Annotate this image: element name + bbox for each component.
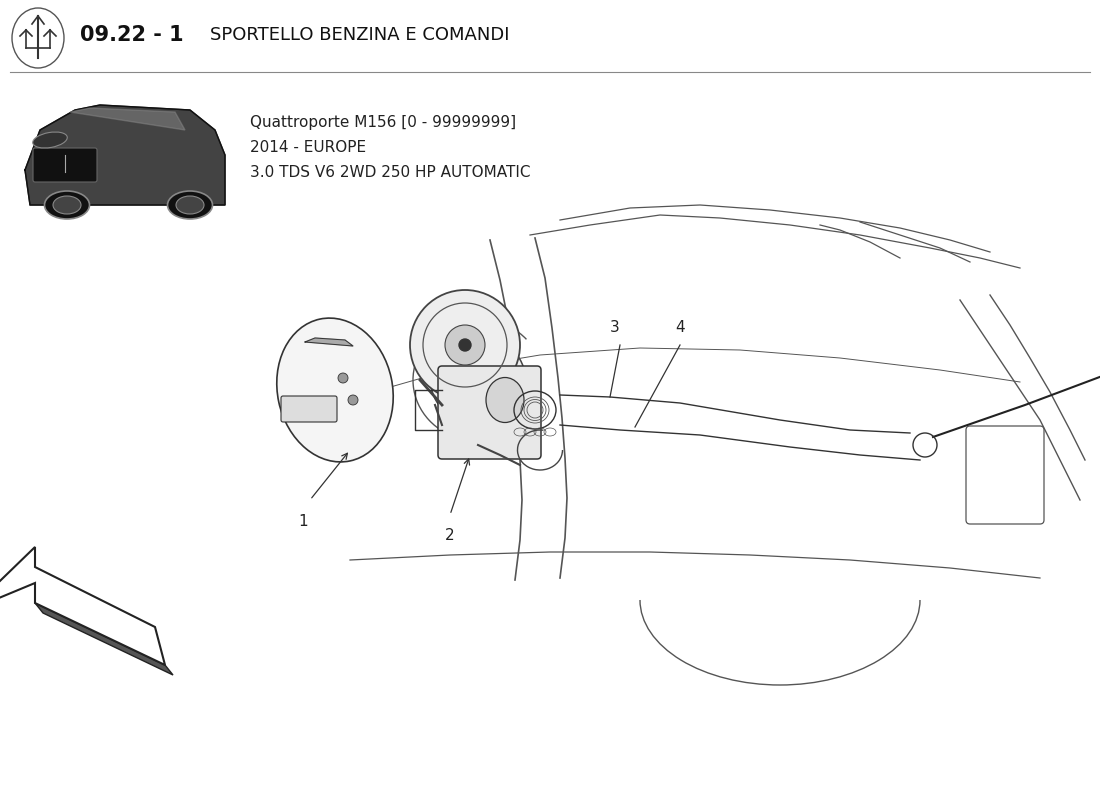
FancyBboxPatch shape — [280, 396, 337, 422]
Ellipse shape — [486, 378, 524, 422]
Text: 3: 3 — [610, 320, 620, 335]
Text: SPORTELLO BENZINA E COMANDI: SPORTELLO BENZINA E COMANDI — [210, 26, 509, 44]
Ellipse shape — [277, 318, 393, 462]
Polygon shape — [0, 547, 165, 665]
Ellipse shape — [12, 8, 64, 68]
Ellipse shape — [33, 132, 67, 148]
Text: 2: 2 — [446, 528, 454, 543]
Circle shape — [410, 290, 520, 400]
Circle shape — [459, 339, 471, 351]
FancyBboxPatch shape — [438, 366, 541, 459]
FancyBboxPatch shape — [33, 148, 97, 182]
Polygon shape — [25, 105, 226, 205]
Polygon shape — [35, 603, 173, 675]
Text: 3.0 TDS V6 2WD 250 HP AUTOMATIC: 3.0 TDS V6 2WD 250 HP AUTOMATIC — [250, 165, 530, 180]
Circle shape — [348, 395, 358, 405]
Ellipse shape — [53, 196, 81, 214]
Text: 1: 1 — [298, 514, 308, 529]
Text: 4: 4 — [675, 320, 685, 335]
Ellipse shape — [430, 336, 526, 424]
Circle shape — [338, 373, 348, 383]
Text: Quattroporte M156 [0 - 99999999]: Quattroporte M156 [0 - 99999999] — [250, 115, 516, 130]
Ellipse shape — [167, 191, 212, 219]
Text: 2014 - EUROPE: 2014 - EUROPE — [250, 140, 366, 155]
Ellipse shape — [44, 191, 89, 219]
Text: 09.22 - 1: 09.22 - 1 — [80, 25, 184, 45]
Polygon shape — [305, 338, 353, 346]
Circle shape — [446, 325, 485, 365]
Ellipse shape — [176, 196, 204, 214]
Polygon shape — [70, 108, 185, 130]
